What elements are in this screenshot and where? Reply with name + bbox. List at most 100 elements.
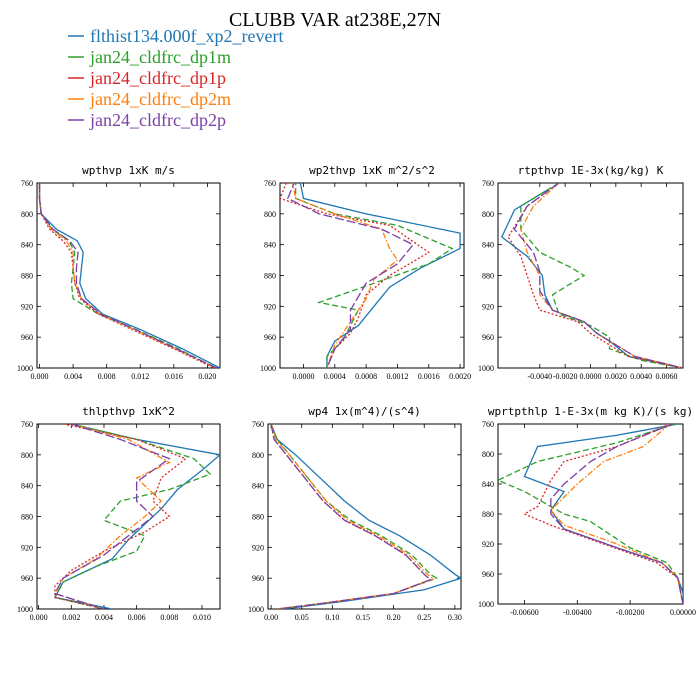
series-line-2 — [270, 424, 432, 609]
x-tick-label: 0.00 — [264, 613, 278, 622]
x-tick-label: 0.006 — [128, 613, 146, 622]
series-line-1 — [270, 424, 438, 609]
series-line-2 — [507, 183, 683, 368]
y-tick-label: 880 — [21, 272, 33, 281]
y-tick-label: 1000 — [17, 605, 33, 614]
x-tick-label: 0.0020 — [449, 372, 471, 381]
series-line-0 — [53, 424, 220, 609]
panel-title: wpthvp 1xK m/s — [82, 164, 175, 177]
y-tick-label: 840 — [482, 241, 494, 250]
series-line-1 — [38, 183, 217, 368]
panel-title: wp4 1x(m^4)/(s^4) — [308, 405, 421, 418]
y-tick-label: 840 — [21, 241, 33, 250]
y-tick-label: 800 — [264, 210, 276, 219]
x-tick-label: 0.004 — [64, 372, 82, 381]
x-tick-label: 0.0000 — [580, 372, 602, 381]
panel-frame — [497, 182, 684, 369]
series-line-0 — [523, 424, 683, 604]
panel-title: wp2thvp 1xK m^2/s^2 — [309, 164, 435, 177]
y-tick-label: 840 — [264, 241, 276, 250]
x-tick-label: -0.0040 — [527, 372, 552, 381]
series-line-2 — [54, 424, 187, 609]
x-tick-label: 0.000 — [30, 613, 48, 622]
y-tick-label: 1000 — [260, 364, 276, 373]
y-tick-label: 1000 — [478, 600, 494, 609]
y-tick-label: 920 — [21, 543, 33, 552]
series-line-0 — [299, 183, 461, 368]
series-line-0 — [38, 183, 220, 368]
x-tick-label: 0.012 — [131, 372, 149, 381]
series-line-1 — [498, 424, 683, 604]
y-tick-label: 1000 — [17, 364, 33, 373]
series-line-4 — [550, 424, 683, 604]
y-tick-label: 760 — [482, 179, 494, 188]
y-tick-label: 920 — [252, 543, 264, 552]
y-tick-label: 920 — [482, 540, 494, 549]
legend-label-4: jan24_cldfrc_dp2p — [89, 110, 226, 130]
y-tick-label: 880 — [252, 513, 264, 522]
x-tick-label: -0.00400 — [563, 608, 592, 617]
y-tick-label: 960 — [21, 333, 33, 342]
x-tick-label: 0.00000 — [670, 608, 696, 617]
y-tick-label: 880 — [21, 513, 33, 522]
x-tick-label: 0.0008 — [355, 372, 377, 381]
x-tick-label: 0.008 — [98, 372, 116, 381]
x-tick-label: 0.004 — [95, 613, 113, 622]
legend-label-1: jan24_cldfrc_dp1m — [89, 47, 231, 67]
x-tick-label: 0.25 — [417, 613, 431, 622]
y-tick-label: 760 — [482, 420, 494, 429]
y-tick-label: 800 — [482, 210, 494, 219]
panel-title: wprtpthlp 1-E-3x(m kg K)/(s kg) — [488, 405, 693, 418]
legend: flthist134.000f_xp2_revertjan24_cldfrc_d… — [68, 26, 283, 130]
x-tick-label: 0.30 — [448, 613, 462, 622]
y-tick-label: 760 — [264, 179, 276, 188]
y-tick-label: 840 — [252, 482, 264, 491]
series-line-2 — [38, 183, 215, 368]
y-tick-label: 880 — [482, 272, 494, 281]
series-line-3 — [291, 183, 399, 368]
series-line-1 — [54, 424, 212, 609]
x-tick-label: -0.0020 — [553, 372, 578, 381]
y-tick-label: 920 — [264, 302, 276, 311]
x-tick-label: 0.0020 — [605, 372, 627, 381]
series-line-4 — [286, 183, 415, 368]
series-line-2 — [522, 424, 683, 604]
x-tick-label: 0.20 — [387, 613, 401, 622]
figure-title: CLUBB VAR at238E,27N — [229, 9, 441, 31]
legend-label-0: flthist134.000f_xp2_revert — [90, 26, 283, 46]
y-tick-label: 800 — [252, 451, 264, 460]
series-line-3 — [270, 424, 435, 609]
x-tick-label: 0.0012 — [386, 372, 408, 381]
x-tick-label: 0.0000 — [292, 372, 314, 381]
x-tick-label: 0.000 — [31, 372, 49, 381]
x-tick-label: 0.10 — [325, 613, 339, 622]
y-tick-label: 960 — [264, 333, 276, 342]
series-line-4 — [54, 424, 171, 609]
panel-title: rtpthvp 1E-3x(kg/kg) K — [518, 164, 664, 177]
x-tick-label: 0.0040 — [630, 372, 652, 381]
series-line-3 — [38, 183, 217, 368]
y-tick-label: 800 — [21, 210, 33, 219]
series-line-2 — [280, 183, 430, 368]
y-tick-label: 960 — [21, 574, 33, 583]
y-tick-label: 760 — [21, 179, 33, 188]
x-tick-label: -0.00200 — [616, 608, 645, 617]
x-tick-label: 0.15 — [356, 613, 370, 622]
y-tick-label: 840 — [21, 482, 33, 491]
panel-2: rtpthvp 1E-3x(kg/kg) K 760 800 840 880 920 960… — [478, 164, 684, 381]
legend-label-3: jan24_cldfrc_dp2m — [89, 89, 231, 109]
x-tick-label: 0.0016 — [418, 372, 440, 381]
y-tick-label: 960 — [482, 333, 494, 342]
x-tick-label: 0.05 — [295, 613, 309, 622]
series-line-4 — [513, 183, 683, 368]
legend-label-2: jan24_cldfrc_dp1p — [89, 68, 226, 88]
y-tick-label: 960 — [252, 574, 264, 583]
y-tick-label: 1000 — [248, 605, 264, 614]
x-tick-label: 0.010 — [193, 613, 211, 622]
y-tick-label: 760 — [252, 420, 264, 429]
panel-frame — [36, 182, 221, 369]
y-tick-label: 920 — [21, 302, 33, 311]
x-tick-label: 0.008 — [160, 613, 178, 622]
panel-5: wprtpthlp 1-E-3x(m kg K)/(s kg) 760 800 840… — [478, 405, 696, 617]
x-tick-label: 0.0004 — [324, 372, 346, 381]
